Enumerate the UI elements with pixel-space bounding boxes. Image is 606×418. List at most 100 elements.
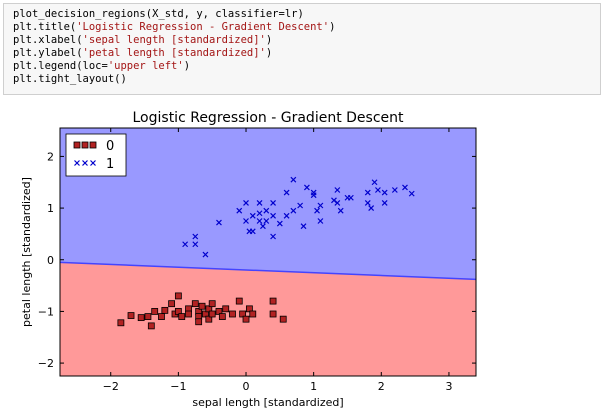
data-point-class-1: [243, 199, 249, 206]
code-cell[interactable]: plot_decision_regions(X_std, y, classifi…: [3, 3, 601, 95]
data-point-class-1: [290, 207, 297, 214]
data-point-class-0: [117, 319, 125, 327]
data-point-class-0: [147, 322, 155, 330]
legend-marker-class-1: [90, 160, 96, 166]
decision-boundary: [59, 261, 477, 281]
y-tick-label: 1: [47, 202, 54, 215]
data-point-class-1: [256, 199, 263, 206]
data-point-class-1: [317, 202, 324, 209]
data-point-class-0: [242, 315, 250, 323]
data-point-class-1: [216, 219, 222, 226]
data-point-class-1: [192, 241, 199, 248]
data-point-class-0: [208, 300, 216, 308]
legend-label-class-1: 1: [106, 157, 114, 172]
x-axis-label: sepal length [standardized]: [192, 396, 343, 409]
data-point-class-1: [263, 218, 270, 224]
data-point-class-1: [192, 233, 199, 240]
data-point-class-1: [290, 176, 297, 183]
region-class-0: [60, 262, 476, 376]
code-line: plt.title('Logistic Regression - Gradien…: [13, 21, 336, 33]
data-point-class-0: [161, 306, 169, 314]
legend-label-class-0: 0: [106, 139, 114, 154]
data-point-class-0: [218, 313, 226, 320]
data-point-class-1: [249, 228, 256, 235]
data-point-class-1: [408, 190, 415, 197]
data-point-class-1: [297, 202, 304, 209]
data-point-class-0: [249, 310, 257, 318]
legend-marker-class-0: [81, 141, 89, 149]
data-point-class-0: [168, 300, 176, 308]
data-point-class-1: [371, 179, 378, 186]
data-point-class-0: [269, 310, 277, 318]
data-point-class-1: [334, 199, 341, 206]
data-point-class-1: [270, 199, 276, 206]
data-point-class-0: [191, 300, 199, 308]
x-tick-label: −2: [103, 380, 119, 393]
chart-title: Logistic Regression - Gradient Descent: [133, 110, 405, 126]
y-tick-label: 2: [47, 150, 54, 163]
legend-marker-class-0: [89, 141, 97, 149]
data-point-class-1: [303, 184, 310, 191]
code-line: plot_decision_regions(X_std, y, classifi…: [13, 8, 304, 20]
x-tick-label: 3: [445, 380, 452, 393]
data-point-class-1: [381, 189, 388, 196]
legend-box: [65, 133, 127, 177]
data-point-class-0: [158, 313, 165, 320]
data-point-class-1: [270, 212, 276, 219]
data-point-class-0: [198, 302, 206, 310]
data-point-class-1: [263, 207, 270, 214]
data-point-class-1: [300, 223, 307, 230]
data-point-class-1: [202, 251, 209, 258]
data-point-class-1: [381, 199, 388, 206]
data-point-class-0: [235, 297, 243, 305]
data-point-class-1: [182, 241, 189, 248]
data-point-class-1: [334, 187, 341, 193]
x-tick-label: 1: [310, 380, 317, 393]
data-point-class-1: [276, 220, 283, 227]
region-class-1: [60, 128, 476, 280]
data-point-class-0: [208, 310, 216, 318]
y-tick-label: 0: [47, 254, 54, 267]
data-point-class-0: [151, 308, 159, 315]
legend-marker-class-1: [82, 160, 88, 166]
x-tick-label: −1: [170, 380, 186, 393]
code-line: plt.ylabel('petal length [standardized]'…: [13, 47, 273, 59]
data-point-class-1: [374, 187, 381, 193]
data-point-class-1: [270, 233, 276, 240]
legend-marker-class-1: [74, 160, 80, 166]
data-point-class-1: [243, 218, 249, 224]
data-point-class-0: [185, 310, 192, 318]
data-point-class-0: [195, 318, 203, 326]
data-point-class-0: [269, 297, 277, 305]
data-point-class-1: [368, 205, 375, 212]
data-point-class-1: [391, 187, 398, 193]
x-tick-label: 0: [243, 380, 250, 393]
x-tick-label: 2: [378, 380, 385, 393]
data-point-class-1: [337, 207, 344, 214]
code-line: plt.xlabel('sepal length [standardized]'…: [13, 34, 273, 46]
scatter-plot: −2 −1 0 1 2 3 −2 −1 0 1 2 Logistic Regression - Gra…: [20, 110, 477, 409]
data-point-class-1: [283, 189, 290, 196]
data-point-class-0: [229, 310, 236, 318]
data-point-class-1: [364, 199, 371, 206]
code-line: plt.tight_layout(): [13, 73, 127, 85]
data-point-class-1: [256, 218, 263, 224]
data-point-class-0: [127, 312, 135, 319]
data-point-class-0: [178, 313, 186, 320]
code-line: plt.legend(loc='upper left'): [13, 60, 191, 72]
data-point-class-1: [402, 184, 408, 191]
data-point-class-0: [144, 313, 152, 320]
data-point-class-1: [256, 210, 263, 217]
data-point-class-1: [283, 212, 290, 219]
data-point-class-1: [347, 194, 354, 201]
data-point-class-1: [364, 189, 371, 196]
data-point-class-1: [236, 207, 243, 214]
y-axis-label: petal length [standardized]: [20, 177, 33, 327]
legend-marker-class-0: [73, 141, 81, 149]
data-point-class-0: [222, 305, 230, 313]
data-point-class-1: [260, 223, 266, 230]
data-point-class-1: [310, 189, 317, 196]
data-point-class-1: [317, 218, 324, 224]
data-point-class-0: [137, 314, 145, 322]
plot-frame: [59, 127, 477, 377]
